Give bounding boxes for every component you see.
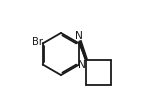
- Text: Br: Br: [32, 37, 43, 47]
- Text: N: N: [78, 60, 86, 70]
- Text: N: N: [75, 31, 83, 41]
